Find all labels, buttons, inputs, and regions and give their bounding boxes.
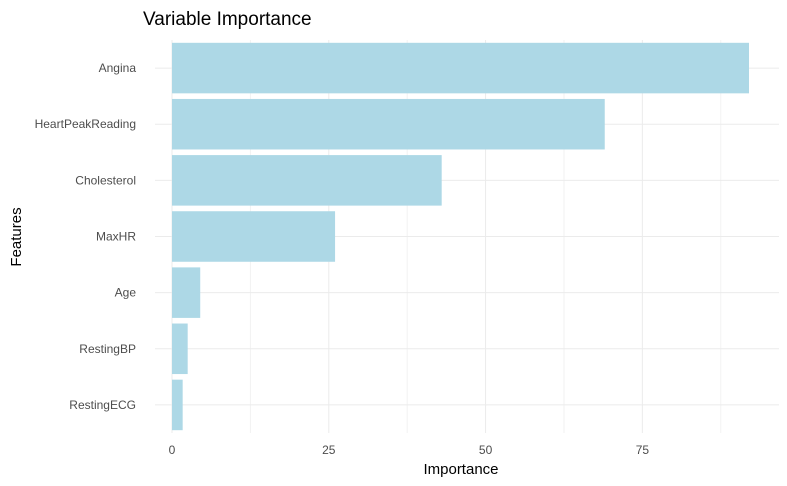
y-tick-label: Angina xyxy=(99,61,137,75)
x-axis-title: Importance xyxy=(423,461,498,478)
x-tick-label: 0 xyxy=(169,443,176,457)
y-axis-title: Features xyxy=(8,207,25,266)
x-tick-label: 25 xyxy=(322,443,336,457)
y-tick-label: RestingBP xyxy=(79,342,136,356)
bar-cholesterol xyxy=(172,155,442,206)
x-tick-labels: 0 25 50 75 xyxy=(169,443,650,457)
y-tick-label: HeartPeakReading xyxy=(35,117,136,131)
chart-title: Variable Importance xyxy=(143,9,312,30)
bars xyxy=(172,42,749,431)
y-tick-labels: Angina HeartPeakReading Cholesterol MaxHR Ag… xyxy=(35,61,137,412)
bar-age xyxy=(172,267,201,318)
y-tick-label: RestingECG xyxy=(69,398,136,412)
bar-restingecg xyxy=(172,379,183,431)
x-tick-label: 75 xyxy=(636,443,650,457)
y-tick-label: MaxHR xyxy=(96,230,136,244)
bar-heartpeakreading xyxy=(172,98,605,150)
x-tick-label: 50 xyxy=(479,443,493,457)
bar-maxhr xyxy=(172,211,336,262)
y-tick-label: Age xyxy=(115,286,137,300)
bar-restingbp xyxy=(172,323,188,375)
y-tick-label: Cholesterol xyxy=(75,173,136,187)
bar-angina xyxy=(172,42,749,94)
